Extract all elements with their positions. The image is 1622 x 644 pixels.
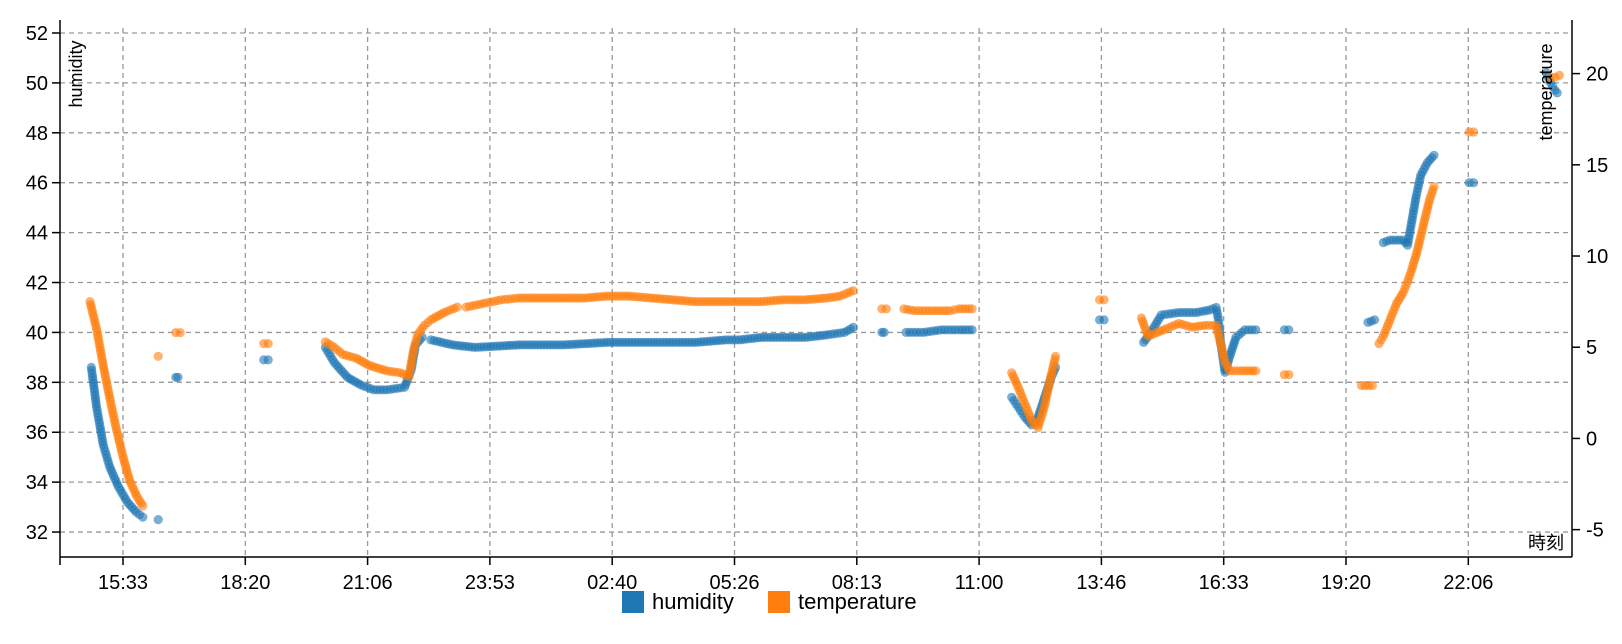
y-left-tick-label: 48 <box>26 123 48 145</box>
series-points <box>85 68 1564 525</box>
temperature-point <box>1099 295 1109 305</box>
y-left-tick-label: 44 <box>26 223 48 245</box>
legend-swatch-temperature <box>768 591 790 613</box>
temperature-point <box>153 351 163 361</box>
x-tick-label: 11:00 <box>955 572 1004 594</box>
humidity-point <box>1284 325 1294 335</box>
temperature-point <box>138 501 148 511</box>
legend-swatch-humidity <box>622 591 644 613</box>
series-temperature <box>85 70 1564 511</box>
x-tick-label: 18:20 <box>220 572 270 594</box>
temperature-point <box>263 339 273 349</box>
legend-label-humidity: humidity <box>652 589 734 614</box>
y-right-tick-label: 0 <box>1586 428 1597 450</box>
axes: 32 34 36 38 40 42 44 46 48 50 52 -5 0 5 10 15 20 15:33 18:… <box>26 20 1608 594</box>
y-left-tick-label: 52 <box>26 23 48 45</box>
temperature-point <box>1284 370 1294 380</box>
y-axis-left-title: humidity <box>66 40 86 107</box>
y-left-tick-label: 38 <box>26 372 48 394</box>
temperature-point <box>881 304 891 314</box>
y-right-tick-label: 5 <box>1586 337 1597 359</box>
y-left-tick-label: 50 <box>26 73 48 95</box>
x-tick-label: 08:13 <box>832 572 882 594</box>
temperature-point <box>1051 351 1061 361</box>
y-right-tick-label: 20 <box>1586 64 1608 86</box>
humidity-point <box>1469 178 1479 188</box>
temperature-point <box>1251 366 1261 376</box>
x-tick-label: 21:06 <box>343 572 393 594</box>
y-right-tick-label: 10 <box>1586 246 1608 268</box>
temperature-point <box>1429 182 1439 192</box>
y-right-tick-label: -5 <box>1586 520 1604 542</box>
y-left-tick-label: 46 <box>26 173 48 195</box>
x-tick-label: 05:26 <box>709 572 759 594</box>
y-left-tick-label: 40 <box>26 322 48 344</box>
temperature-point <box>175 328 185 338</box>
humidity-point <box>879 327 889 337</box>
humidity-point <box>173 372 183 382</box>
temperature-point <box>1554 70 1564 80</box>
x-tick-label: 16:33 <box>1199 572 1249 594</box>
y-left-tick-label: 42 <box>26 273 48 295</box>
x-axis-title: 時刻 <box>1528 533 1564 553</box>
humidity-point <box>1429 150 1439 160</box>
temperature-point <box>1367 380 1377 391</box>
y-left-tick-label: 32 <box>26 522 48 544</box>
x-tick-label: 13:46 <box>1076 572 1126 594</box>
humidity-point <box>1370 315 1380 325</box>
x-tick-label: 22:06 <box>1443 572 1493 594</box>
y-axis-right-title: temperature <box>1536 43 1556 140</box>
humidity-point <box>967 325 977 335</box>
x-tick-label: 02:40 <box>587 572 637 594</box>
temperature-point <box>452 302 462 312</box>
y-left-tick-label: 36 <box>26 422 48 444</box>
x-tick-label: 23:53 <box>465 572 515 594</box>
x-tick-label: 15:33 <box>98 572 148 594</box>
grid <box>60 28 1572 557</box>
humidity-point <box>153 515 163 525</box>
humidity-point <box>1099 315 1109 325</box>
temperature-point <box>848 286 858 296</box>
y-left-tick-label: 34 <box>26 472 48 494</box>
humidity-point <box>848 322 858 332</box>
y-right-tick-label: 15 <box>1586 155 1608 177</box>
legend: humidity temperature <box>622 589 917 614</box>
humidity-point <box>1552 88 1562 98</box>
temperature-point <box>1469 127 1479 137</box>
humidity-point <box>1251 325 1261 335</box>
temperature-point <box>967 304 977 314</box>
series-humidity <box>86 68 1562 525</box>
legend-label-temperature: temperature <box>798 589 917 614</box>
x-tick-label: 19:20 <box>1321 572 1371 594</box>
humidity-point <box>263 355 273 365</box>
humidity-point <box>138 512 148 522</box>
